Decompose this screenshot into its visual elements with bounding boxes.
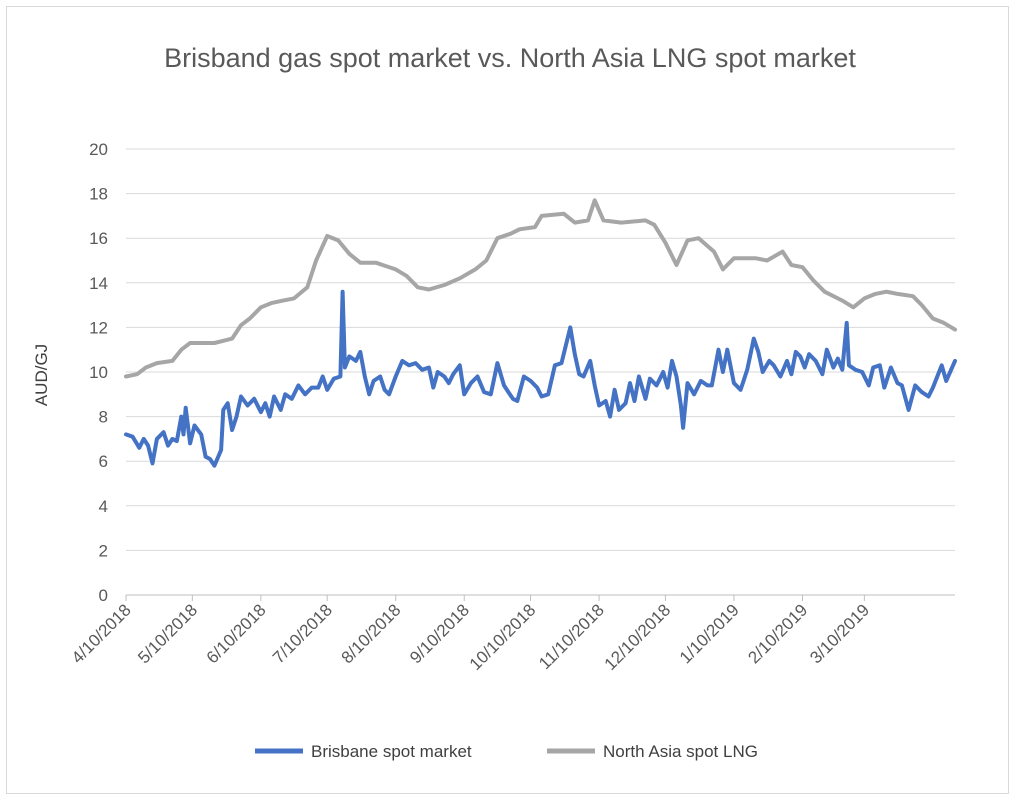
y-tick-label: 20	[89, 140, 108, 159]
legend: Brisbane spot market North Asia spot LNG	[255, 742, 758, 761]
x-tick-label: 4/10/2018	[68, 600, 135, 667]
y-tick-label: 2	[99, 541, 108, 560]
y-tick-label: 10	[89, 363, 108, 382]
x-tick-label: 1/10/2019	[676, 600, 743, 667]
x-tick-label: 7/10/2018	[269, 600, 336, 667]
x-axis-ticks: 4/10/2018 5/10/2018 6/10/2018 7/10/2018 8/10…	[68, 595, 873, 674]
chart-title: Brisband gas spot market vs. North Asia …	[164, 43, 856, 73]
y-tick-label: 6	[99, 452, 108, 471]
y-tick-label: 14	[89, 274, 108, 293]
series-line-lng	[124, 198, 957, 379]
y-axis-label: AUD/GJ	[32, 344, 51, 406]
y-tick-label: 16	[89, 229, 108, 248]
y-tick-label: 4	[99, 497, 108, 516]
x-tick-label: 6/10/2018	[203, 600, 270, 667]
legend-label-brisbane: Brisbane spot market	[311, 742, 472, 761]
y-tick-label: 8	[99, 408, 108, 427]
x-tick-label: 8/10/2018	[338, 600, 405, 667]
x-tick-label: 10/10/2018	[466, 600, 540, 674]
y-tick-label: 12	[89, 318, 108, 337]
y-tick-label: 18	[89, 185, 108, 204]
x-tick-label: 11/10/2018	[535, 600, 608, 673]
series-line-brisbane	[124, 289, 957, 468]
y-axis-ticks: 0 2 4 6 8 10 12 14 16 18 20	[89, 140, 108, 605]
x-tick-label: 3/10/2019	[806, 600, 873, 667]
gridlines	[126, 148, 955, 551]
y-tick-label: 0	[99, 586, 108, 605]
series-layer	[124, 198, 957, 468]
chart-frame: Brisband gas spot market vs. North Asia …	[6, 6, 1009, 794]
legend-label-lng: North Asia spot LNG	[603, 742, 758, 761]
x-tick-label: 2/10/2019	[744, 600, 811, 667]
x-tick-label: 12/10/2018	[601, 600, 675, 674]
x-tick-label: 5/10/2018	[134, 600, 201, 667]
x-tick-label: 9/10/2018	[406, 600, 473, 667]
line-chart: Brisband gas spot market vs. North Asia …	[32, 43, 957, 761]
